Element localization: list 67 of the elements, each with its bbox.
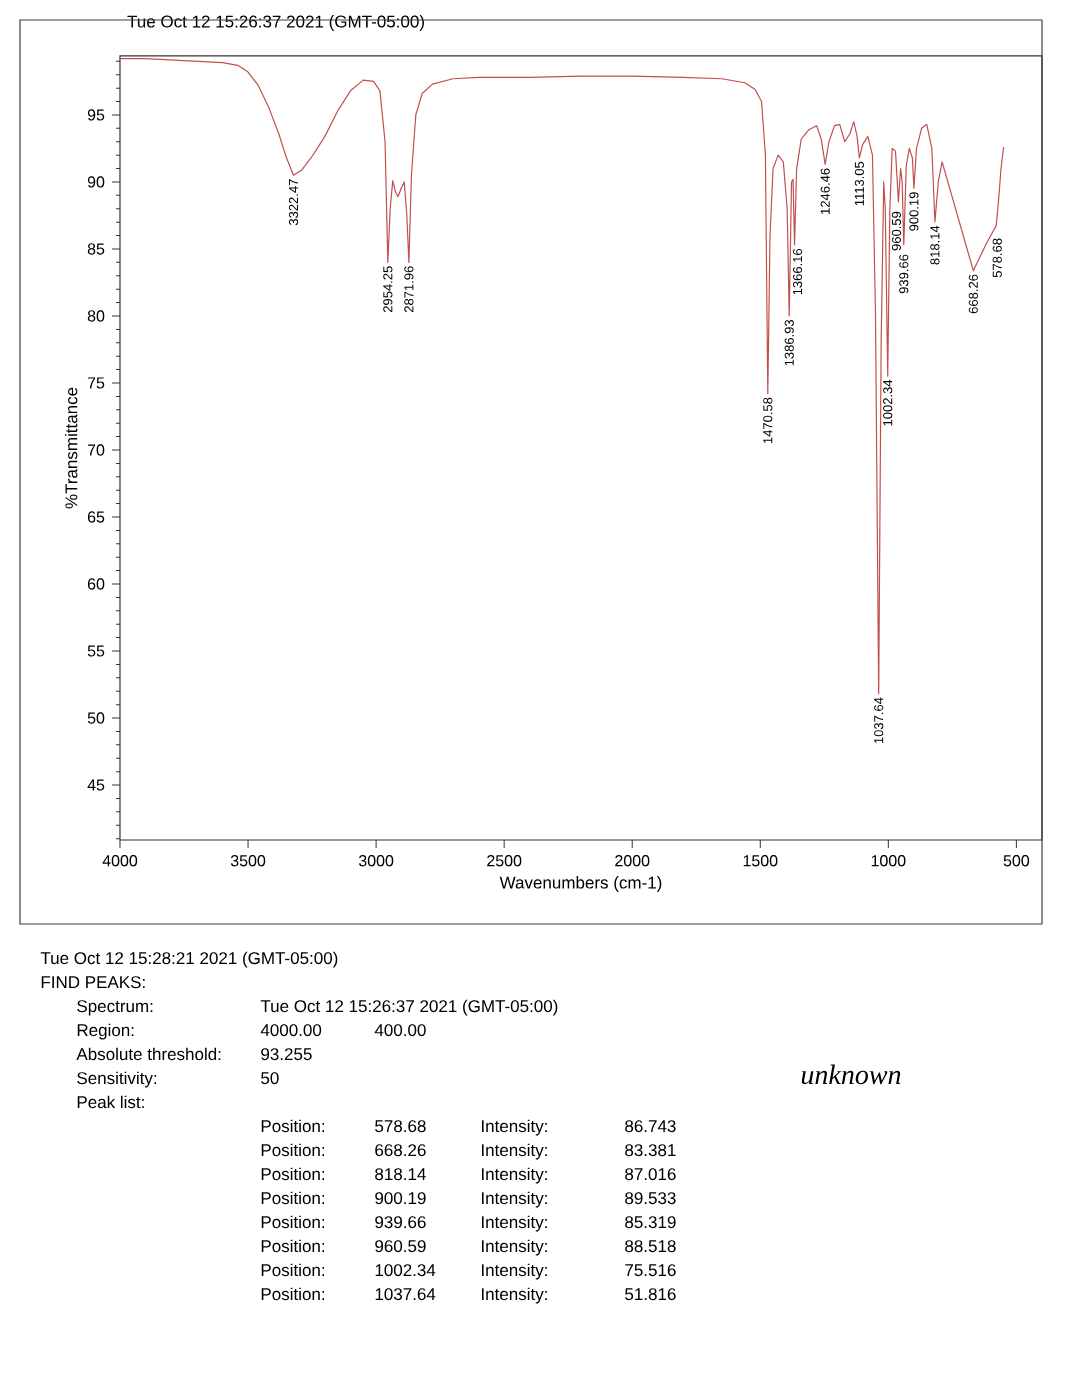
text: Position: <box>261 1143 325 1157</box>
text: Peak list: <box>77 1095 144 1109</box>
text: Position: <box>261 1191 325 1205</box>
x-tick-label: 2500 <box>487 855 522 867</box>
y-tick-label: 45 <box>87 779 105 791</box>
text: 93.255 <box>261 1048 312 1061</box>
text: Intensity: <box>481 1119 547 1136</box>
text: Position: <box>261 1119 325 1133</box>
text: Sensitivity: <box>77 1071 157 1088</box>
text: Tue Oct 12 15:28:21 2021 (GMT-05:00) <box>40 951 338 968</box>
text: 87.016 <box>625 1168 676 1181</box>
text: 51.816 <box>625 1288 676 1301</box>
text: 400.00 <box>374 1024 426 1037</box>
text: 668.26 <box>375 1144 426 1157</box>
y-tick-label: 65 <box>87 511 105 523</box>
x-tick-label: 500 <box>1003 855 1030 867</box>
text: 578.68 <box>375 1120 426 1133</box>
text: Intensity: <box>481 1239 547 1256</box>
text: Spectrum: <box>77 1000 153 1016</box>
text: Intensity: <box>481 1215 547 1232</box>
x-tick-label: 1000 <box>871 855 906 867</box>
text: 818.14 <box>375 1168 426 1181</box>
chart-title: Tue Oct 12 15:26:37 2021 (GMT-05:00) <box>127 15 424 31</box>
y-tick-label: 60 <box>87 578 105 590</box>
text: Absolute threshold: <box>76 1047 221 1061</box>
text: 86.743 <box>625 1120 676 1133</box>
x-tick-label: 1500 <box>743 855 778 867</box>
text: Position: <box>261 1287 325 1301</box>
text: Position: <box>261 1239 325 1253</box>
text: 900.19 <box>375 1192 426 1205</box>
text: Position: <box>261 1167 325 1181</box>
y-tick-label: 50 <box>87 712 105 724</box>
text: Intensity: <box>481 1287 547 1304</box>
text: 89.533 <box>625 1192 676 1205</box>
text: Tue Oct 12 15:26:37 2021 (GMT-05:00) <box>260 999 558 1016</box>
text: 83.381 <box>625 1144 676 1157</box>
x-tick-label: 3500 <box>230 855 266 867</box>
text: Intensity: <box>481 1167 547 1184</box>
text: Region: <box>77 1023 134 1040</box>
text: Intensity: <box>481 1263 547 1280</box>
y-tick-label: 55 <box>87 645 105 657</box>
y-tick-label: 90 <box>87 176 105 188</box>
y-tick-label: 80 <box>87 310 105 322</box>
text: 4000.00 <box>260 1024 322 1037</box>
x-tick-label: 2000 <box>615 855 650 867</box>
y-tick-label: 85 <box>87 243 105 255</box>
text: Position: <box>261 1215 325 1229</box>
x-tick-label: 3000 <box>358 855 394 867</box>
text: 939.66 <box>375 1216 426 1229</box>
text: Intensity: <box>481 1191 547 1208</box>
y-tick-label: 75 <box>87 377 105 389</box>
x-axis-title: Wavenumbers (cm-1) <box>499 876 662 892</box>
text: 50 <box>261 1072 279 1085</box>
text: 1037.64 <box>375 1288 436 1301</box>
text: FIND PEAKS: <box>41 976 145 989</box>
text: 960.59 <box>375 1240 426 1253</box>
text: 88.518 <box>625 1240 676 1253</box>
y-tick-label: 95 <box>87 109 105 121</box>
text: 75.516 <box>625 1264 676 1277</box>
text: 85.319 <box>625 1216 676 1229</box>
x-tick-label: 4000 <box>102 855 138 867</box>
text: Position: <box>261 1263 325 1277</box>
y-tick-label: 70 <box>87 444 105 456</box>
y-axis-title: %Transmittance <box>64 387 78 509</box>
text: unknown <box>801 1064 901 1085</box>
text: Intensity: <box>481 1143 547 1160</box>
text: 1002.34 <box>375 1264 436 1277</box>
